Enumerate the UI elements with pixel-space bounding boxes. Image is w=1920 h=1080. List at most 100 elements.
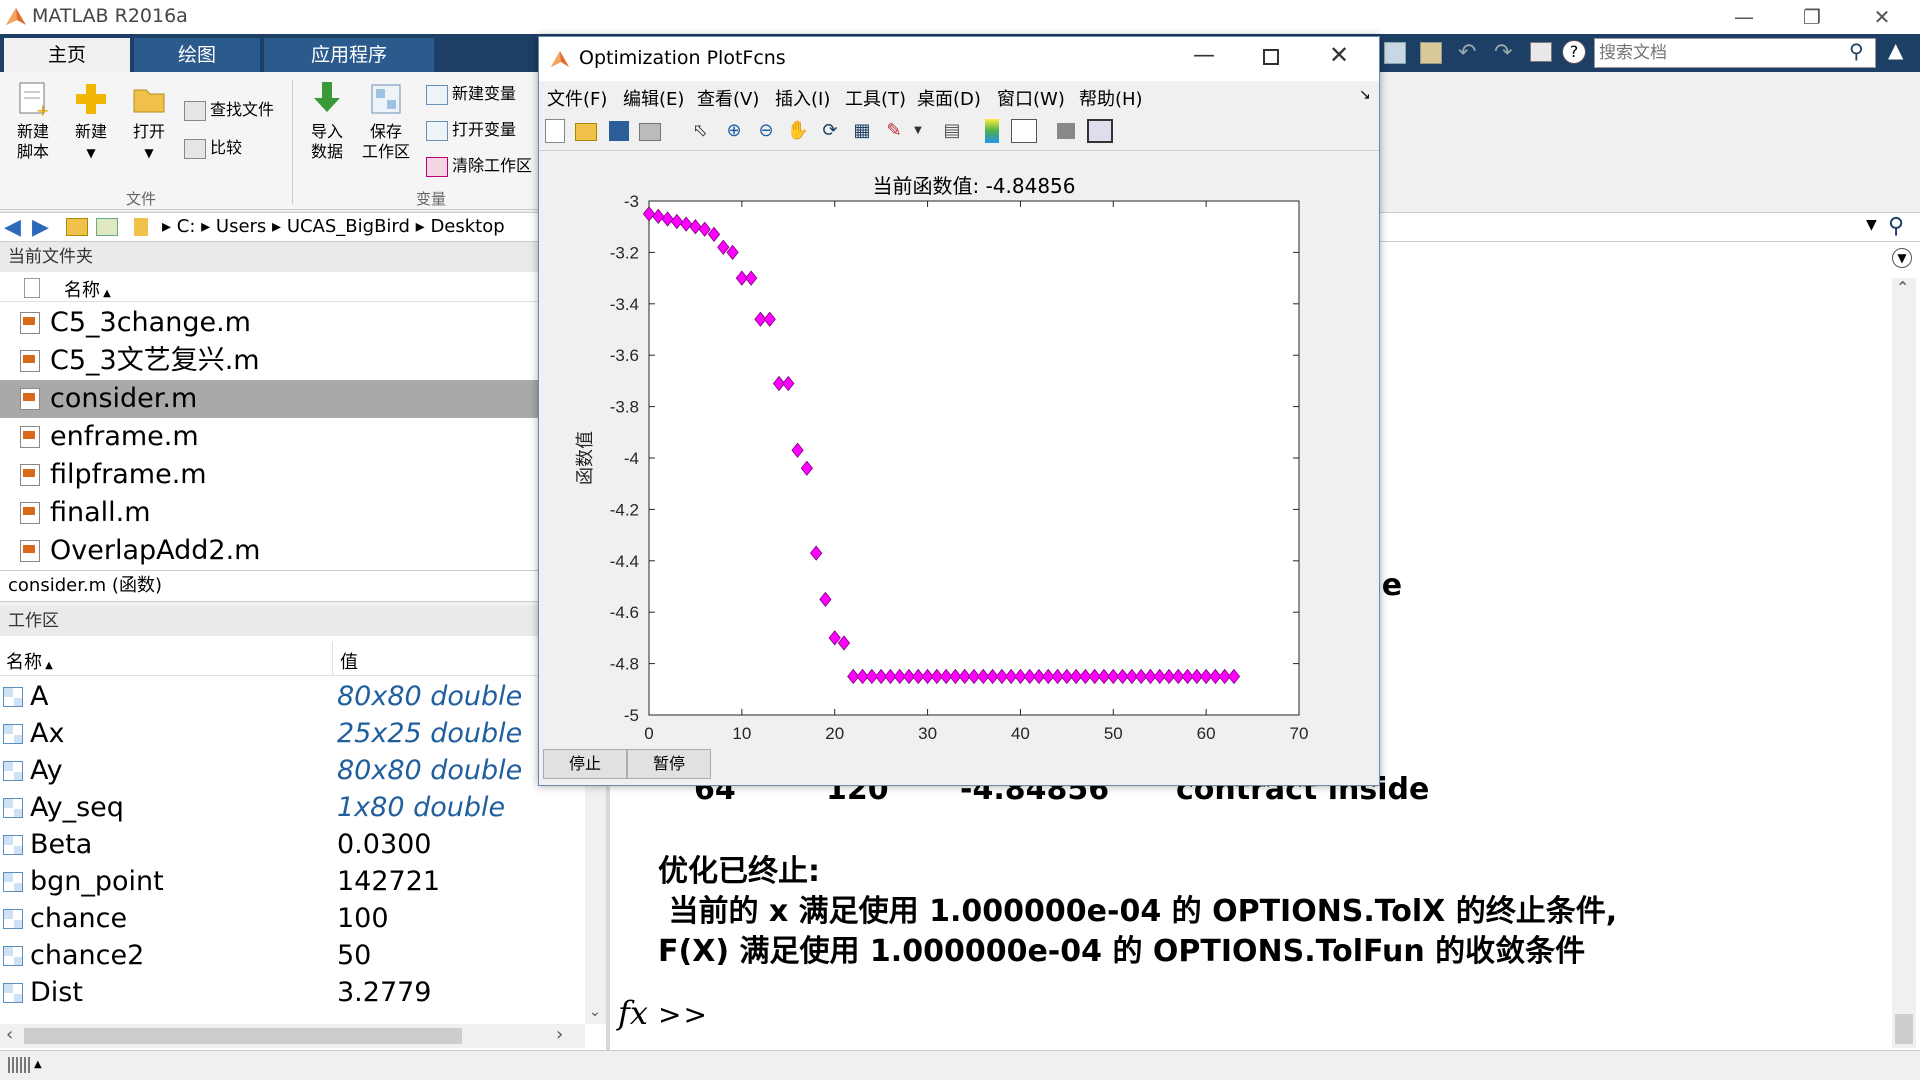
- import-data-button[interactable]: 导入 数据: [302, 80, 352, 162]
- new-figure-icon[interactable]: [545, 119, 565, 143]
- link-plot-icon[interactable]: ▤: [943, 120, 961, 141]
- ws-value-column-header[interactable]: 值: [340, 652, 358, 673]
- tab-home[interactable]: 主页: [4, 38, 130, 72]
- brush-icon[interactable]: ✎: [886, 120, 902, 141]
- menu-view[interactable]: 查看(V): [697, 89, 760, 110]
- scroll-down-icon[interactable]: ⌄: [589, 1004, 601, 1020]
- stop-button[interactable]: 停止: [543, 749, 627, 779]
- figure-close-button[interactable]: ✕: [1329, 41, 1350, 69]
- print-figure-icon[interactable]: [639, 123, 661, 141]
- file-item[interactable]: OverlapAdd2.m: [0, 532, 610, 570]
- file-item-selected[interactable]: consider.m: [0, 380, 610, 418]
- menu-window[interactable]: 窗口(W): [997, 89, 1065, 110]
- find-files-button[interactable]: 查找文件: [184, 96, 274, 124]
- menu-edit[interactable]: 编辑(E): [623, 89, 685, 110]
- figure-maximize-button[interactable]: [1263, 49, 1279, 65]
- hide-plot-tools-icon[interactable]: [1057, 123, 1075, 139]
- switch-windows-icon[interactable]: [1530, 42, 1552, 62]
- ws-var-row[interactable]: Ay 80x80 double: [0, 752, 585, 789]
- breadcrumb-item[interactable]: UCAS_BigBird: [286, 216, 410, 237]
- ws-var-row[interactable]: Dist 3.2779: [0, 974, 585, 1011]
- open-variable-button[interactable]: 打开变量: [426, 116, 516, 144]
- menu-insert[interactable]: 插入(I): [775, 89, 831, 110]
- close-button[interactable]: ✕: [1873, 5, 1891, 29]
- file-item[interactable]: C5_3文艺复兴.m: [0, 342, 610, 380]
- breadcrumb-item[interactable]: Users: [215, 216, 267, 237]
- breadcrumb-item[interactable]: Desktop: [430, 216, 505, 237]
- scroll-up-icon[interactable]: ⌃: [1896, 278, 1910, 297]
- figure-minimize-button[interactable]: —: [1193, 43, 1215, 68]
- tab-plots[interactable]: 绘图: [134, 38, 260, 72]
- ws-var-row[interactable]: A 80x80 double: [0, 678, 585, 715]
- status-expand-icon[interactable]: ▲: [34, 1059, 42, 1070]
- hscroll-thumb[interactable]: [24, 1028, 462, 1044]
- up-folder-icon[interactable]: [66, 218, 88, 236]
- clear-workspace-button[interactable]: 清除工作区: [426, 152, 532, 180]
- new-script-button[interactable]: + 新建 脚本: [8, 80, 58, 162]
- back-icon[interactable]: ◀: [4, 215, 21, 240]
- ws-var-row[interactable]: chance2 50: [0, 937, 585, 974]
- file-item[interactable]: filpframe.m: [0, 456, 610, 494]
- paste-icon[interactable]: [1420, 42, 1442, 64]
- ws-name-column-header[interactable]: 名称 ▲: [6, 648, 53, 674]
- vscroll-thumb[interactable]: [1895, 1014, 1913, 1044]
- brush-dropdown-icon[interactable]: ▼: [914, 125, 922, 136]
- compare-button[interactable]: 比较: [184, 134, 242, 162]
- address-search-icon[interactable]: ⚲: [1888, 214, 1905, 239]
- optimization-plot[interactable]: 0 10 20 30 40 50 60 70 -3 -3.2 -3.4 -3.6 -3.8 -4 -4.2 -…: [539, 151, 1379, 745]
- data-cursor-icon[interactable]: ▦: [853, 120, 871, 141]
- search-icon[interactable]: ⚲: [1849, 39, 1864, 63]
- pan-hand-icon[interactable]: ✋: [786, 120, 810, 141]
- copy-icon[interactable]: [1384, 42, 1406, 64]
- tab-apps[interactable]: 应用程序: [264, 38, 434, 72]
- function-browser-icon[interactable]: fx: [618, 994, 648, 1032]
- scroll-right-icon[interactable]: ›: [556, 1024, 564, 1045]
- help-icon[interactable]: ?: [1562, 40, 1586, 64]
- minimize-button[interactable]: —: [1734, 5, 1754, 29]
- menu-desktop[interactable]: 桌面(D): [917, 89, 981, 110]
- open-dropdown-icon[interactable]: ▼: [144, 146, 154, 160]
- forward-icon[interactable]: ▶: [32, 215, 49, 240]
- workspace-hscrollbar[interactable]: ‹ ›: [0, 1024, 585, 1048]
- ws-var-row[interactable]: chance 100: [0, 900, 585, 937]
- insert-colorbar-icon[interactable]: [985, 119, 999, 143]
- command-vscrollbar[interactable]: ⌃: [1892, 278, 1916, 1048]
- menu-file[interactable]: 文件(F): [547, 89, 608, 110]
- address-dropdown-icon[interactable]: ▼: [1866, 217, 1877, 233]
- scroll-left-icon[interactable]: ‹: [6, 1024, 14, 1045]
- name-column-header[interactable]: 名称 ▲: [64, 276, 111, 302]
- file-item[interactable]: finall.m: [0, 494, 610, 532]
- insert-legend-icon[interactable]: [1011, 119, 1037, 143]
- file-item[interactable]: enframe.m: [0, 418, 610, 456]
- open-file-icon[interactable]: [575, 123, 597, 141]
- zoom-in-icon[interactable]: ⊕: [726, 120, 742, 141]
- search-docs-input[interactable]: [1599, 42, 1839, 64]
- menu-help[interactable]: 帮助(H): [1079, 89, 1143, 110]
- new-variable-button[interactable]: 新建变量: [426, 80, 516, 108]
- file-item[interactable]: C5_3change.m: [0, 304, 610, 342]
- undo-icon[interactable]: ↶: [1458, 40, 1477, 65]
- column-divider[interactable]: [332, 642, 333, 676]
- breadcrumb-item[interactable]: C:: [176, 216, 196, 237]
- open-button[interactable]: 打开 ▼: [124, 80, 174, 163]
- ws-var-row[interactable]: bgn_point 142721: [0, 863, 585, 900]
- command-window-actions-icon[interactable]: ▼: [1892, 248, 1912, 268]
- new-button[interactable]: 新建 ▼: [66, 80, 116, 163]
- ws-var-row[interactable]: Ax 25x25 double: [0, 715, 585, 752]
- figure-window[interactable]: Optimization PlotFcns — ✕ 文件(F) 编辑(E) 查看…: [538, 36, 1380, 786]
- redo-icon[interactable]: ↷: [1494, 40, 1513, 65]
- collapse-ribbon-icon[interactable]: ▲: [1888, 38, 1904, 62]
- search-docs-box[interactable]: ⚲: [1594, 38, 1876, 68]
- select-arrow-icon[interactable]: ⬁: [692, 120, 708, 141]
- rotate-3d-icon[interactable]: ⟳: [822, 120, 838, 141]
- pause-button[interactable]: 暂停: [627, 749, 711, 779]
- zoom-out-icon[interactable]: ⊖: [758, 120, 774, 141]
- ws-var-row[interactable]: Ay_seq 1x80 double: [0, 789, 585, 826]
- browse-folder-icon[interactable]: [96, 218, 118, 236]
- save-figure-icon[interactable]: [609, 121, 629, 141]
- command-prompt[interactable]: >>: [658, 998, 709, 1031]
- ws-var-row[interactable]: Beta 0.0300: [0, 826, 585, 863]
- restore-button[interactable]: ❐: [1803, 5, 1821, 29]
- dock-figure-icon[interactable]: ↘: [1359, 87, 1371, 103]
- show-plot-tools-icon[interactable]: [1087, 119, 1113, 143]
